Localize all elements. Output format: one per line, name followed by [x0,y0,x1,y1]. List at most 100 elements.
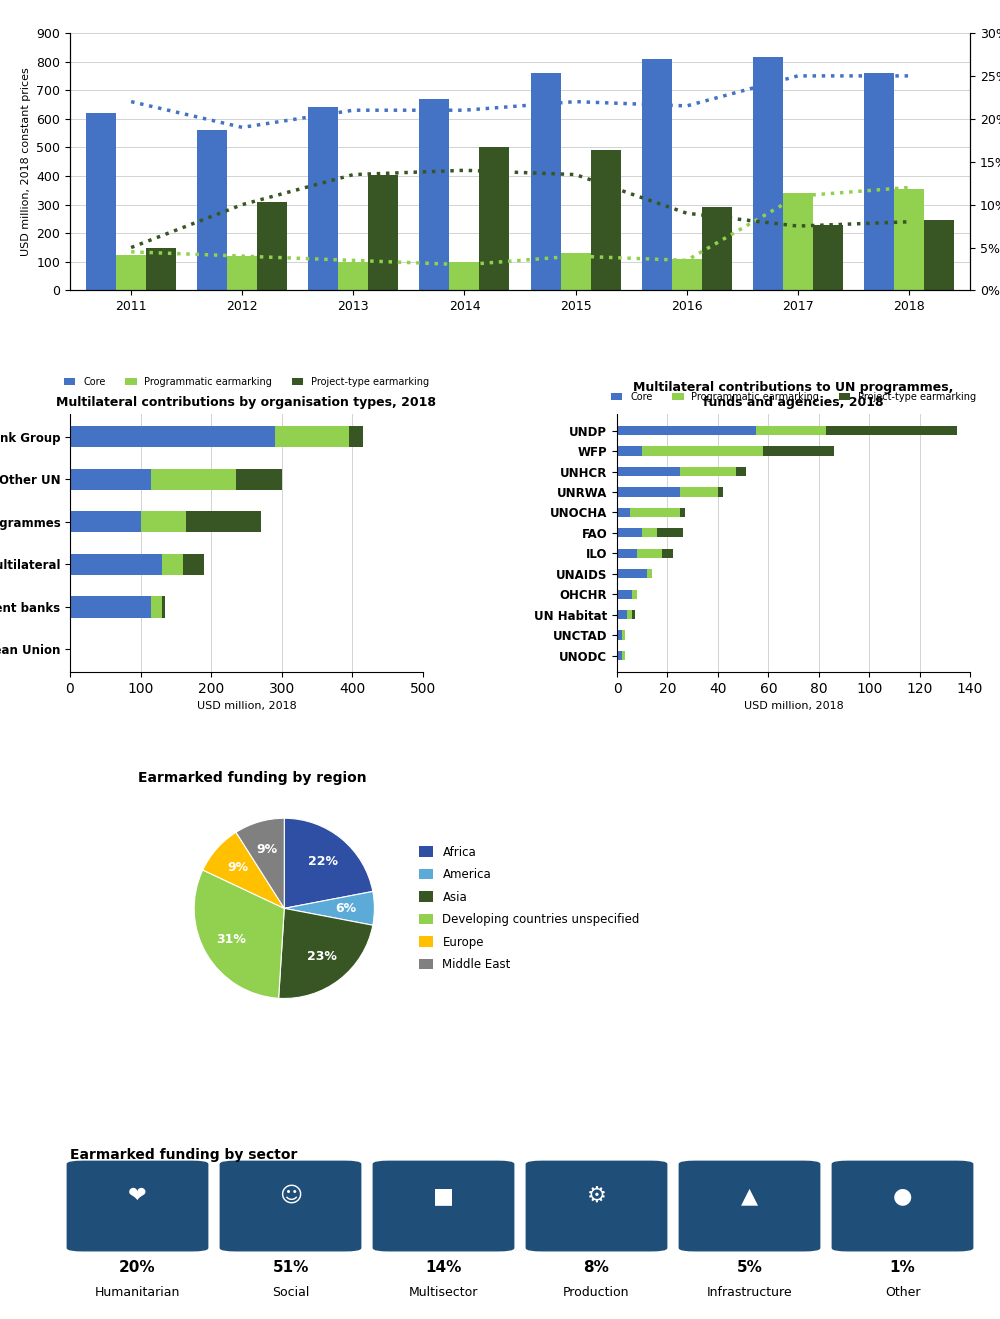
Bar [141,512,186,533]
Bar [736,467,746,476]
Text: Earmarked funding by region: Earmarked funding by region [138,770,366,785]
Bar [419,99,449,290]
Bar [449,262,479,290]
Bar [617,590,632,599]
FancyBboxPatch shape [67,1161,208,1250]
Bar [617,467,680,476]
Wedge shape [203,832,284,909]
Bar [702,207,732,290]
Wedge shape [236,818,284,909]
Bar [275,426,349,447]
Bar [637,549,662,558]
Text: Multisector: Multisector [409,1286,478,1299]
Wedge shape [284,818,373,909]
Bar [617,650,622,660]
Bar [162,596,165,617]
Text: 22%: 22% [308,855,338,868]
Text: ●: ● [893,1186,912,1206]
Bar [86,113,116,290]
Text: 9%: 9% [257,843,278,856]
Bar [183,554,204,575]
Title: Multilateral contributions by organisation types, 2018: Multilateral contributions by organisati… [56,396,436,409]
Bar [632,609,635,619]
Bar [617,568,647,578]
Bar [308,107,338,290]
Bar [70,596,151,617]
Bar [617,630,622,640]
Text: Infrastructure: Infrastructure [707,1286,792,1299]
Bar [813,224,843,290]
Bar [617,609,627,619]
Bar [70,468,151,489]
Bar [642,447,763,455]
Text: 8%: 8% [584,1260,609,1274]
Bar [680,467,736,476]
Text: 31%: 31% [217,933,246,946]
FancyBboxPatch shape [832,1161,973,1250]
Bar [591,150,621,290]
Bar [924,220,954,290]
Bar [617,508,630,517]
Legend: Core, Programmatic earmarking, Project-type earmarking: Core, Programmatic earmarking, Project-t… [607,388,980,406]
Bar [662,549,673,558]
Bar [186,512,261,533]
Bar [197,131,227,290]
Text: 23%: 23% [307,950,337,963]
Legend: Core, Programmatic earmarking, Project-type earmarking: Core, Programmatic earmarking, Project-t… [60,373,433,390]
Bar [632,590,637,599]
Bar [70,426,275,447]
Bar [236,468,282,489]
Bar [617,528,642,537]
FancyBboxPatch shape [526,1161,667,1250]
Bar [617,426,756,435]
Bar [617,488,680,496]
Bar [763,447,834,455]
Bar [630,508,680,517]
Bar [116,255,146,290]
Bar [368,174,398,290]
Text: Earmarked funding by sector: Earmarked funding by sector [70,1148,297,1162]
Bar [622,630,625,640]
Bar [338,262,368,290]
Bar [753,57,783,290]
Wedge shape [194,871,284,998]
Legend: Africa, America, Asia, Developing countries unspecified, Europe, Middle East: Africa, America, Asia, Developing countr… [414,842,645,976]
Bar [146,248,176,290]
Text: ☺: ☺ [279,1186,302,1206]
Text: Social: Social [272,1286,309,1299]
Text: 14%: 14% [425,1260,462,1274]
Title: Multilateral contributions to UN programmes,
funds and agencies, 2018: Multilateral contributions to UN program… [633,381,954,409]
Bar [257,202,287,290]
Bar [894,189,924,290]
Wedge shape [279,909,373,998]
Bar [718,488,723,496]
Text: 5%: 5% [737,1260,762,1274]
Bar [479,148,509,290]
Bar [349,426,363,447]
Bar [672,259,702,290]
Bar [617,447,642,455]
Bar [657,528,683,537]
Bar [622,650,625,660]
Bar [151,596,162,617]
Text: ■: ■ [433,1186,454,1206]
Text: ❤: ❤ [128,1186,147,1206]
Bar [617,549,637,558]
Bar [680,488,718,496]
Text: ⚙: ⚙ [586,1186,606,1206]
Bar [783,193,813,290]
FancyBboxPatch shape [679,1161,820,1250]
Text: 6%: 6% [335,902,356,915]
Bar [227,256,257,290]
Bar [642,59,672,290]
Wedge shape [284,892,374,925]
Bar [162,554,183,575]
Text: Other: Other [885,1286,920,1299]
Bar [151,468,236,489]
FancyBboxPatch shape [220,1161,361,1250]
Y-axis label: USD million, 2018 constant prices: USD million, 2018 constant prices [21,67,31,256]
Bar [864,73,894,290]
X-axis label: USD million, 2018: USD million, 2018 [744,702,843,711]
Text: 51%: 51% [272,1260,309,1274]
Bar [70,638,71,660]
